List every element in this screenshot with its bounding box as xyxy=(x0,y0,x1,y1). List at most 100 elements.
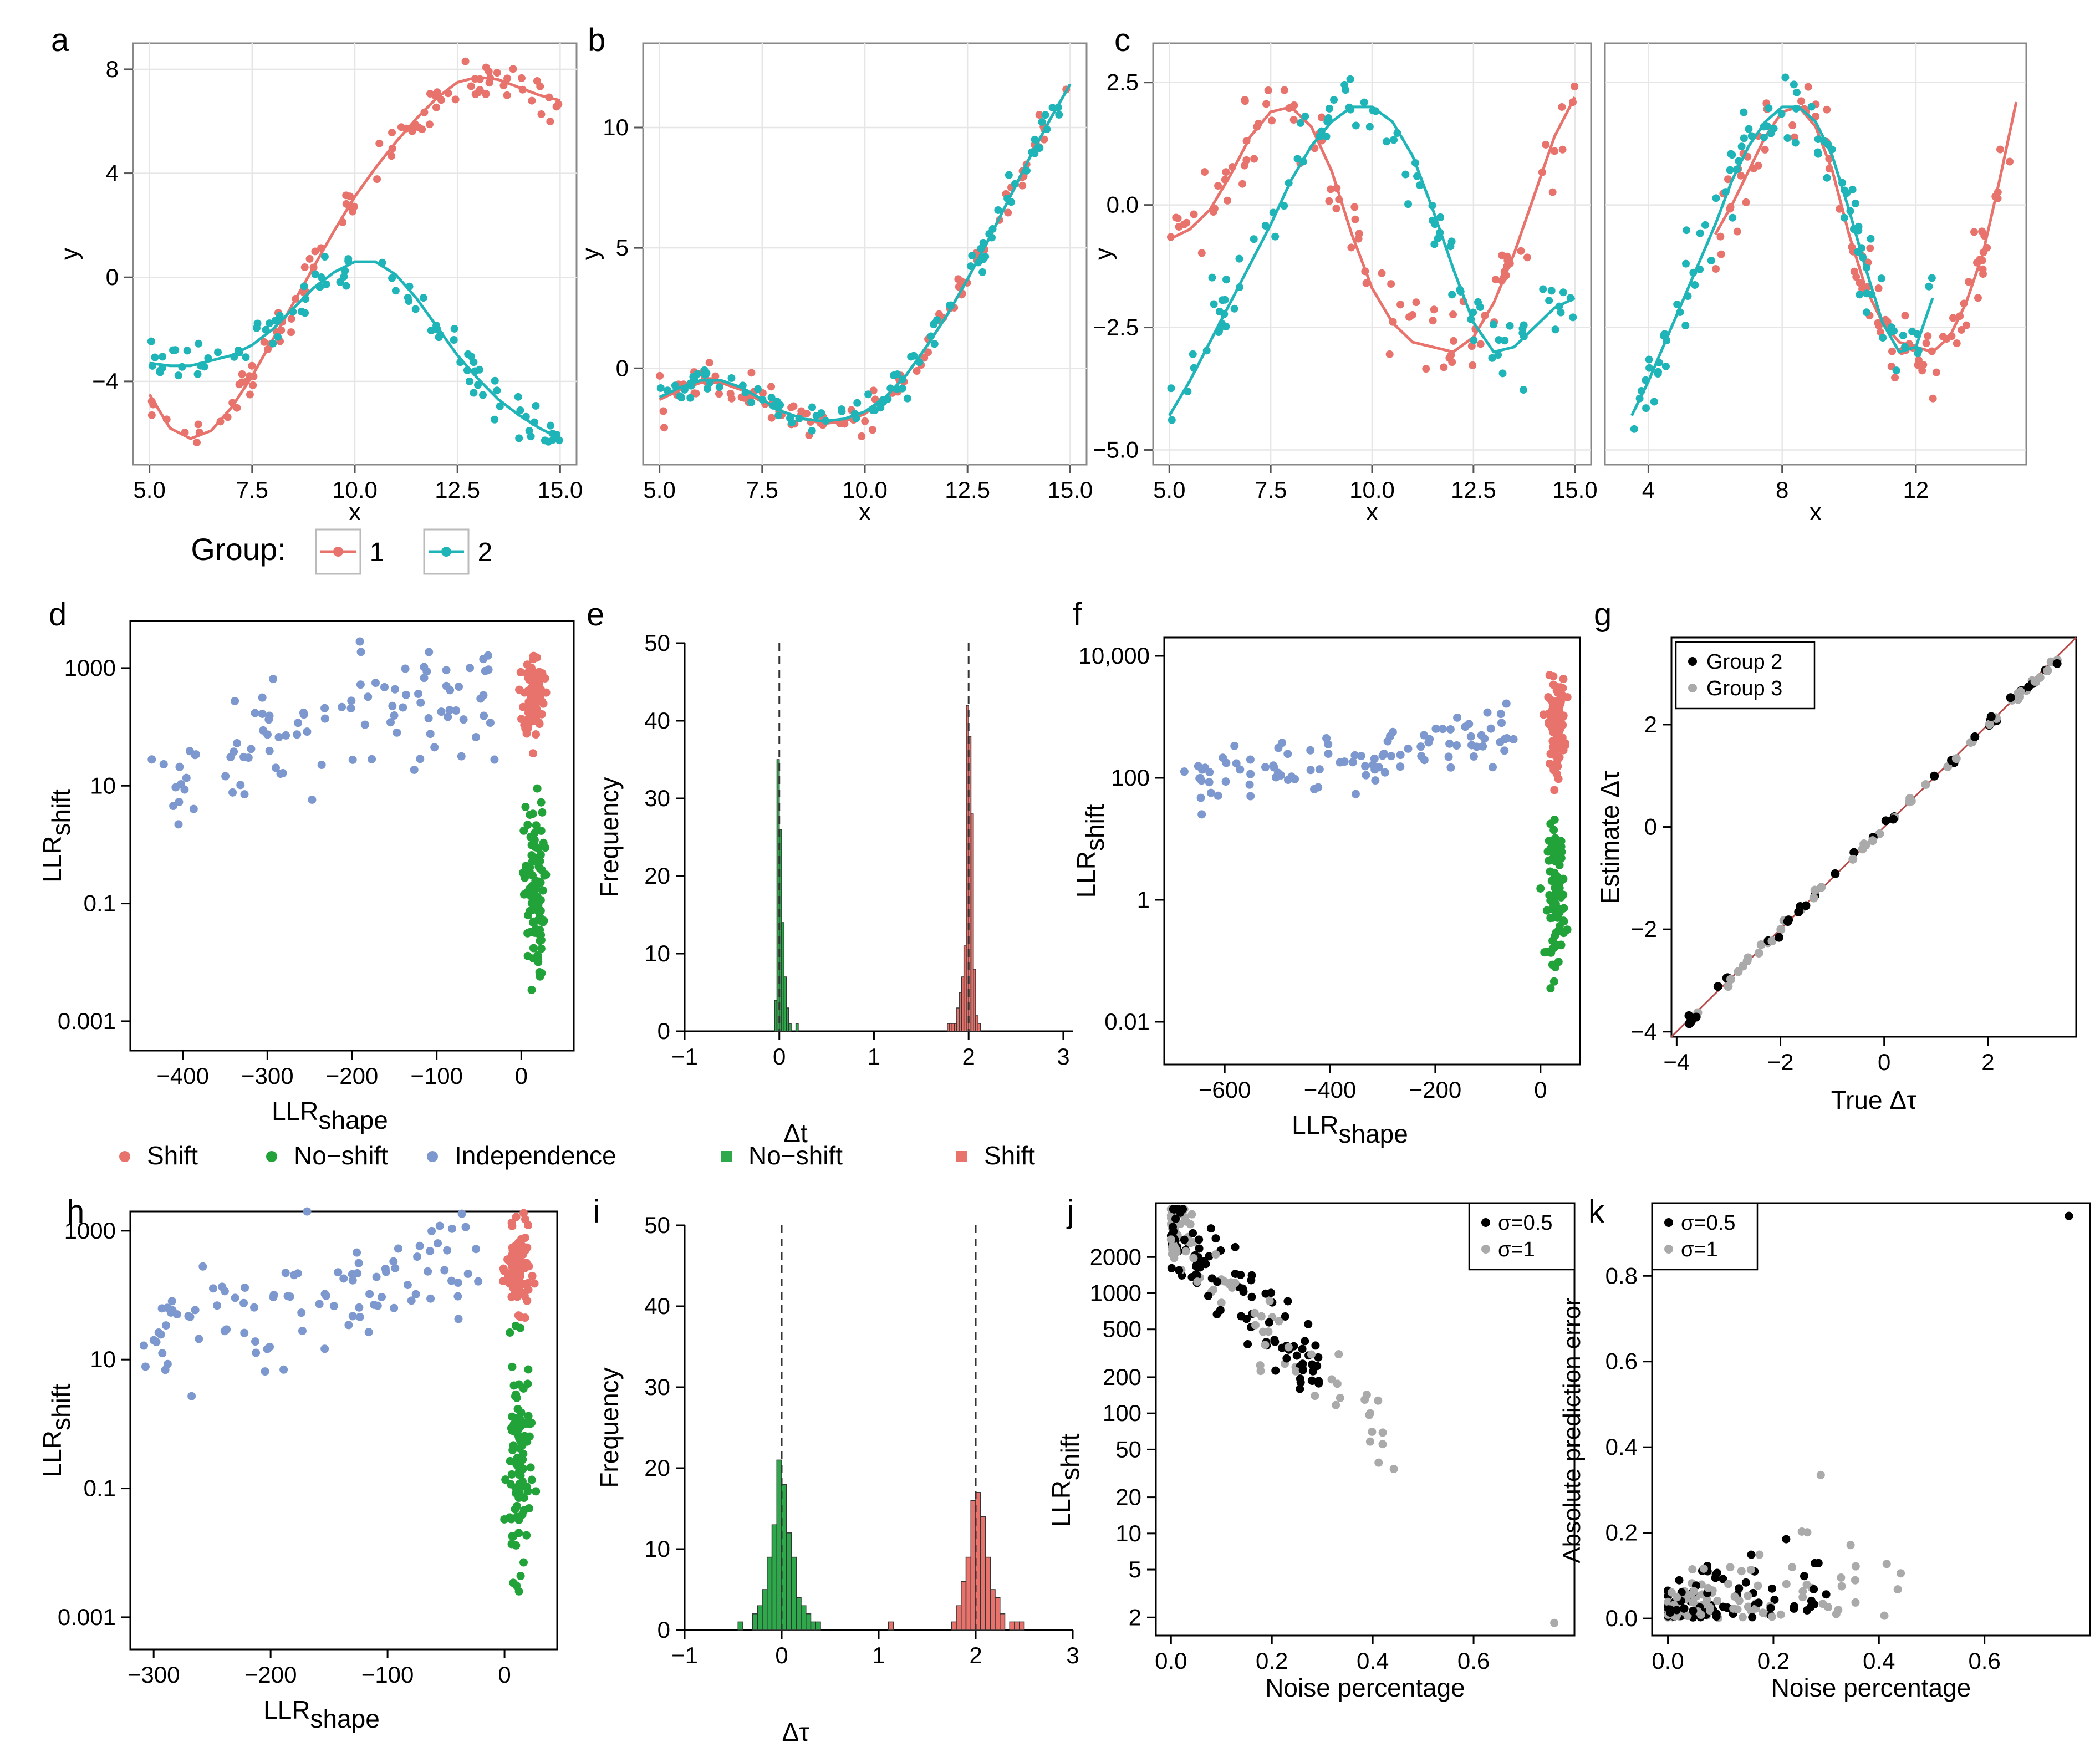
x-tick-label: 5.0 xyxy=(133,477,165,503)
no-shift-point xyxy=(524,1365,533,1374)
sigma-1-point xyxy=(1798,1593,1807,1602)
no-shift-point xyxy=(526,833,535,842)
independence-point xyxy=(401,690,410,699)
shift-point xyxy=(499,1277,508,1286)
sigma-1-point xyxy=(1704,1583,1712,1592)
sigma-1-point xyxy=(1816,1470,1825,1479)
independence-point xyxy=(453,1279,462,1287)
data-point-group-1 xyxy=(1922,339,1930,348)
no-shift-point xyxy=(519,1384,528,1393)
independence-point xyxy=(414,689,423,698)
data-point-group-2 xyxy=(1760,133,1768,141)
no-shift-point xyxy=(527,1475,536,1484)
y-axis-label: Frequency xyxy=(595,1367,624,1488)
data-point-group-1 xyxy=(1965,278,1973,286)
no-shift-point xyxy=(515,1480,524,1489)
shift-point xyxy=(535,679,544,688)
group-legend: Group: 1 2 xyxy=(191,528,492,575)
independence-point xyxy=(251,1337,259,1346)
sigma-0.5-point xyxy=(1770,1595,1779,1604)
x-axis-label: x xyxy=(859,498,871,526)
group3-point xyxy=(1859,839,1869,849)
y-axis-label: LLRshift xyxy=(38,789,75,883)
shift-point xyxy=(516,668,525,676)
independence-point xyxy=(1324,750,1333,758)
no-shift-point xyxy=(509,1441,518,1450)
group3-point xyxy=(2043,666,2052,675)
panel-b: 5.0 7.5 10.0 12.5 15.0 0 5 10 x y xyxy=(577,42,1093,526)
independence-point xyxy=(208,1284,217,1293)
sigma-1-point xyxy=(1311,1392,1319,1400)
data-point-group-1 xyxy=(861,417,869,425)
legend-dot xyxy=(333,547,343,557)
independence-point xyxy=(1502,734,1511,743)
data-point-group-1 xyxy=(1558,103,1566,111)
sigma-1-point xyxy=(1688,1565,1697,1573)
sigma-1-point xyxy=(1374,1458,1383,1467)
y-tick-label: 10 xyxy=(1115,1520,1141,1546)
data-point-group-1 xyxy=(1430,305,1438,314)
histogram-bar-shift xyxy=(956,1605,962,1631)
independence-point xyxy=(1236,765,1245,774)
legend-label: Shift xyxy=(147,1141,198,1170)
data-point-group-2 xyxy=(1235,254,1243,263)
independence-point xyxy=(233,739,242,747)
data-point-group-2 xyxy=(266,319,274,328)
data-point-group-2 xyxy=(1887,323,1895,332)
legend-label: σ=0.5 xyxy=(1498,1211,1552,1235)
data-point-group-2 xyxy=(1781,73,1790,82)
y-tick-label: 50 xyxy=(644,1212,670,1238)
data-point-group-1 xyxy=(1467,342,1476,350)
independence-point xyxy=(218,1282,227,1291)
group2-point xyxy=(1691,1012,1701,1022)
no-shift-point xyxy=(541,843,550,852)
independence-point xyxy=(180,785,189,794)
sigma-0.5-point xyxy=(1768,1584,1777,1593)
data-point-group-1 xyxy=(1724,175,1732,184)
histogram-bar-no-shift xyxy=(737,1621,743,1631)
independence-point xyxy=(1310,785,1319,793)
sigma-1-point xyxy=(1365,1437,1374,1446)
data-point-group-1 xyxy=(1429,317,1437,325)
data-point-group-2 xyxy=(1215,308,1224,316)
x-tick-label: 12.5 xyxy=(945,477,990,503)
no-shift-point xyxy=(512,1501,521,1510)
independence-point xyxy=(252,1348,261,1357)
sigma-1-point xyxy=(1713,1596,1722,1605)
data-point-group-2 xyxy=(1404,200,1413,208)
x-tick-label: 7.5 xyxy=(746,477,778,503)
y-tick-label: −2 xyxy=(1630,916,1657,942)
no-shift-point xyxy=(506,1328,514,1337)
independence-point xyxy=(453,1292,462,1301)
legend-marker-circle xyxy=(119,1151,130,1162)
independence-point xyxy=(426,1294,435,1303)
no-shift-point xyxy=(538,808,547,817)
x-axis-label: x xyxy=(349,498,361,526)
data-point-group-1 xyxy=(1387,280,1395,288)
data-point-group-1 xyxy=(1852,273,1861,281)
data-point-group-2 xyxy=(411,305,420,313)
legend-marker xyxy=(1688,684,1697,692)
data-point-group-2 xyxy=(1322,133,1331,141)
no-shift-point xyxy=(1557,848,1566,857)
data-point-group-1 xyxy=(659,407,667,415)
data-point-group-1 xyxy=(517,74,526,82)
x-tick-label: 0.6 xyxy=(1457,1648,1490,1674)
group3-point xyxy=(1809,893,1818,903)
data-point-group-1 xyxy=(1874,284,1883,293)
independence-point xyxy=(435,1221,444,1230)
no-shift-point xyxy=(521,802,530,811)
histogram-bar-shift xyxy=(1000,1613,1006,1631)
data-point-group-2 xyxy=(1325,104,1333,113)
independence-point xyxy=(175,762,184,771)
y-tick-label: 50 xyxy=(644,630,670,656)
x-tick-label: −400 xyxy=(156,1063,209,1089)
y-tick-label: −2.5 xyxy=(1093,314,1139,340)
data-point-group-2 xyxy=(1221,296,1229,304)
x-axis-label-sub: shape xyxy=(1339,1119,1408,1148)
x-tick-label: −2 xyxy=(1767,1049,1794,1075)
panel-letter-f: f xyxy=(1073,597,1082,633)
data-point-group-2 xyxy=(1250,235,1258,243)
